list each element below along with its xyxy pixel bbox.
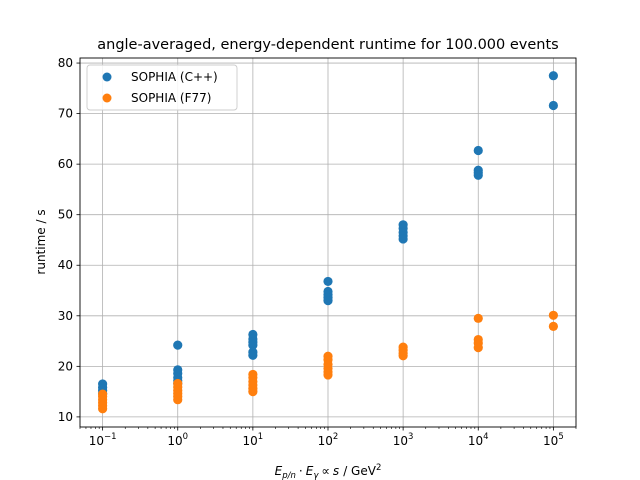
y-tick-label: 70 bbox=[58, 107, 73, 121]
data-point bbox=[473, 313, 483, 323]
legend-box bbox=[86, 64, 238, 111]
y-tick-label: 60 bbox=[58, 157, 73, 171]
x-tick-label: 101 bbox=[243, 432, 264, 448]
legend-label-cpp: SOPHIA (C++) bbox=[131, 70, 218, 84]
y-tick-label: 10 bbox=[58, 410, 73, 424]
y-tick-label: 80 bbox=[58, 56, 73, 70]
data-point bbox=[323, 296, 333, 306]
data-point bbox=[473, 343, 483, 353]
x-tick-label: 104 bbox=[468, 432, 489, 448]
y-tick-label: 50 bbox=[58, 208, 73, 222]
x-tick-label: 102 bbox=[318, 432, 339, 448]
x-tick-label: 103 bbox=[393, 432, 414, 448]
data-point bbox=[473, 170, 483, 180]
y-tick-label: 30 bbox=[58, 309, 73, 323]
data-point bbox=[548, 310, 558, 320]
data-point bbox=[323, 370, 333, 380]
data-point bbox=[98, 404, 108, 414]
x-tick-label: 10−1 bbox=[89, 432, 117, 448]
series-1 bbox=[98, 310, 558, 414]
y-axis-label: runtime / s bbox=[34, 209, 48, 274]
data-point bbox=[398, 234, 408, 244]
data-point bbox=[248, 387, 258, 397]
y-ticks: 10 20 30 40 50 60 70 80 bbox=[58, 56, 80, 424]
data-point bbox=[248, 340, 258, 350]
data-point bbox=[398, 351, 408, 361]
points-layer bbox=[98, 71, 558, 414]
data-point bbox=[173, 340, 183, 350]
x-ticks: 10−1 100 101 102 103 104 105 bbox=[79, 427, 577, 448]
data-point bbox=[323, 276, 333, 287]
y-tick-label: 20 bbox=[58, 359, 73, 373]
grid-layer bbox=[80, 58, 576, 427]
x-tick-label: 105 bbox=[543, 432, 564, 448]
data-point bbox=[473, 145, 483, 156]
data-point bbox=[173, 395, 183, 405]
legend-marker-f77 bbox=[102, 93, 112, 103]
data-point bbox=[548, 321, 558, 332]
data-point bbox=[248, 350, 258, 360]
data-point bbox=[548, 100, 558, 111]
x-axis-label: Ep/n · Eγ ∝ s / GeV2 bbox=[275, 463, 382, 480]
legend-label-f77: SOPHIA (F77) bbox=[131, 91, 211, 105]
legend: SOPHIA (C++) SOPHIA (F77) bbox=[86, 64, 238, 111]
y-tick-label: 40 bbox=[58, 258, 73, 272]
chart-title: angle-averaged, energy-dependent runtime… bbox=[97, 37, 558, 53]
x-tick-label: 100 bbox=[167, 432, 188, 448]
data-point bbox=[548, 71, 558, 81]
legend-marker-cpp bbox=[102, 72, 112, 82]
